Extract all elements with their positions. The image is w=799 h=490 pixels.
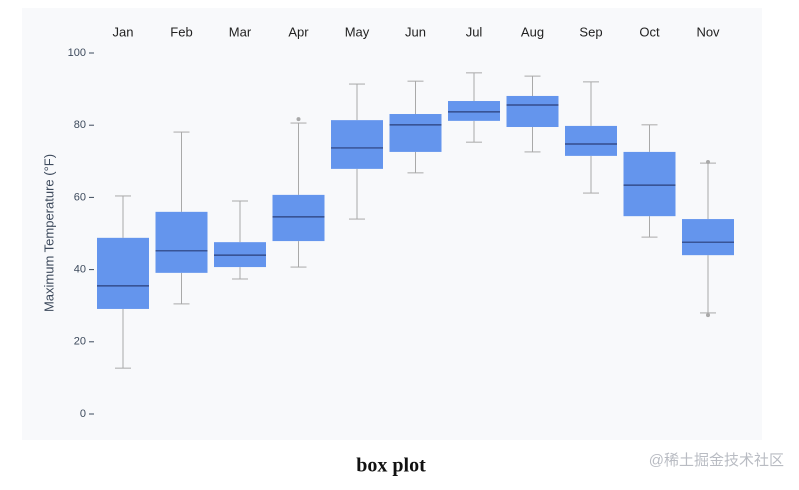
box — [389, 114, 442, 152]
x-tick-label: Aug — [521, 24, 544, 39]
y-tick-label: 80 — [74, 119, 86, 131]
x-tick-label: Sep — [579, 24, 602, 39]
outlier — [706, 160, 710, 165]
x-tick-label: Nov — [696, 24, 720, 39]
box — [272, 194, 325, 242]
x-tick-label: Oct — [639, 24, 660, 39]
x-tick-label: Jan — [113, 24, 134, 39]
x-tick-label: Jun — [405, 24, 426, 39]
x-tick-label: Apr — [288, 24, 309, 39]
y-tick-label: 20 — [74, 336, 86, 348]
box — [448, 101, 500, 121]
plot-background — [22, 8, 762, 440]
caption: box plot — [356, 455, 426, 477]
watermark: @稀土掘金技术社区 — [649, 452, 784, 469]
box — [565, 125, 617, 156]
box — [506, 95, 559, 128]
x-tick-label: Feb — [170, 24, 192, 39]
y-tick-label: 40 — [74, 264, 86, 276]
x-tick-label: May — [345, 24, 370, 39]
y-tick-label: 100 — [68, 47, 86, 59]
outlier — [706, 313, 710, 318]
x-tick-label: Mar — [229, 24, 252, 39]
outlier — [296, 117, 301, 122]
box — [682, 219, 734, 256]
box — [623, 151, 676, 217]
x-tick-label: Jul — [466, 24, 483, 39]
box — [97, 237, 149, 309]
box — [155, 211, 208, 273]
box — [331, 120, 383, 169]
y-axis-title: Maximum Temperature (°F) — [41, 154, 56, 312]
y-tick-label: 60 — [74, 191, 86, 203]
y-tick-label: 0 — [80, 408, 86, 420]
